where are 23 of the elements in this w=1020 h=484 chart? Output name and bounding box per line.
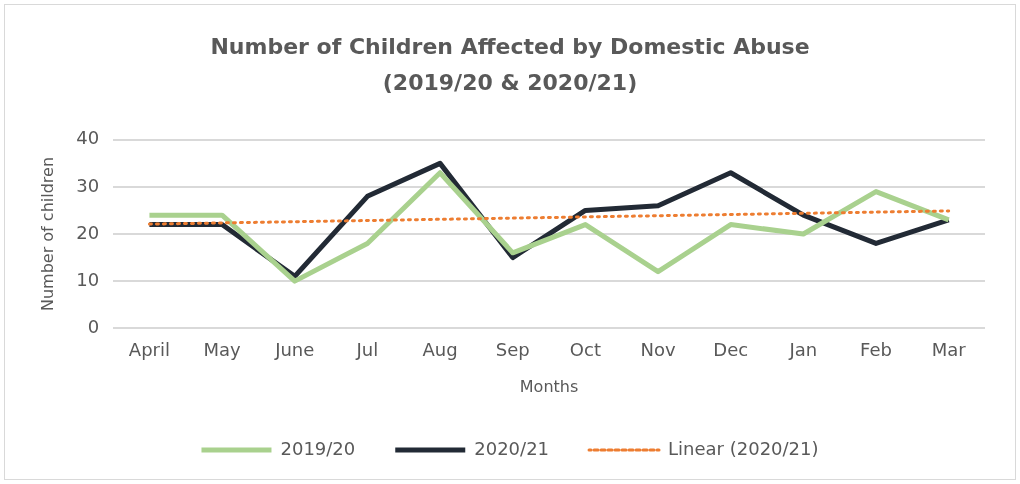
legend-label: 2019/20 (280, 437, 356, 459)
y-axis-title: Number of children (37, 156, 57, 312)
x-tick-label: May (203, 338, 242, 360)
y-tick-label: 0 (87, 315, 100, 337)
x-tick-label: Jul (355, 338, 379, 360)
x-tick-label: Jan (788, 338, 818, 360)
y-tick-label: 40 (76, 127, 100, 149)
x-tick-label: Nov (640, 338, 676, 360)
x-tick-label: Mar (931, 338, 967, 360)
x-tick-label: Aug (422, 338, 458, 360)
x-tick-label: Sep (495, 338, 530, 360)
x-tick-label: April (128, 338, 171, 360)
x-tick-label: Dec (713, 338, 749, 360)
x-tick-label: Feb (860, 338, 892, 360)
y-tick-label: 30 (76, 174, 100, 196)
legend-label: 2020/21 (474, 437, 550, 459)
y-tick-label: 20 (76, 221, 100, 243)
x-tick-label: June (274, 338, 315, 360)
chart-title: Number of Children Affected by Domestic Abuse (2019/20 & 2020/21) (209, 33, 811, 97)
y-tick-label: 10 (76, 268, 100, 290)
x-axis-title: Months (519, 376, 579, 396)
legend-label: Linear (2020/21) (668, 437, 819, 459)
x-tick-label: Oct (569, 338, 601, 360)
